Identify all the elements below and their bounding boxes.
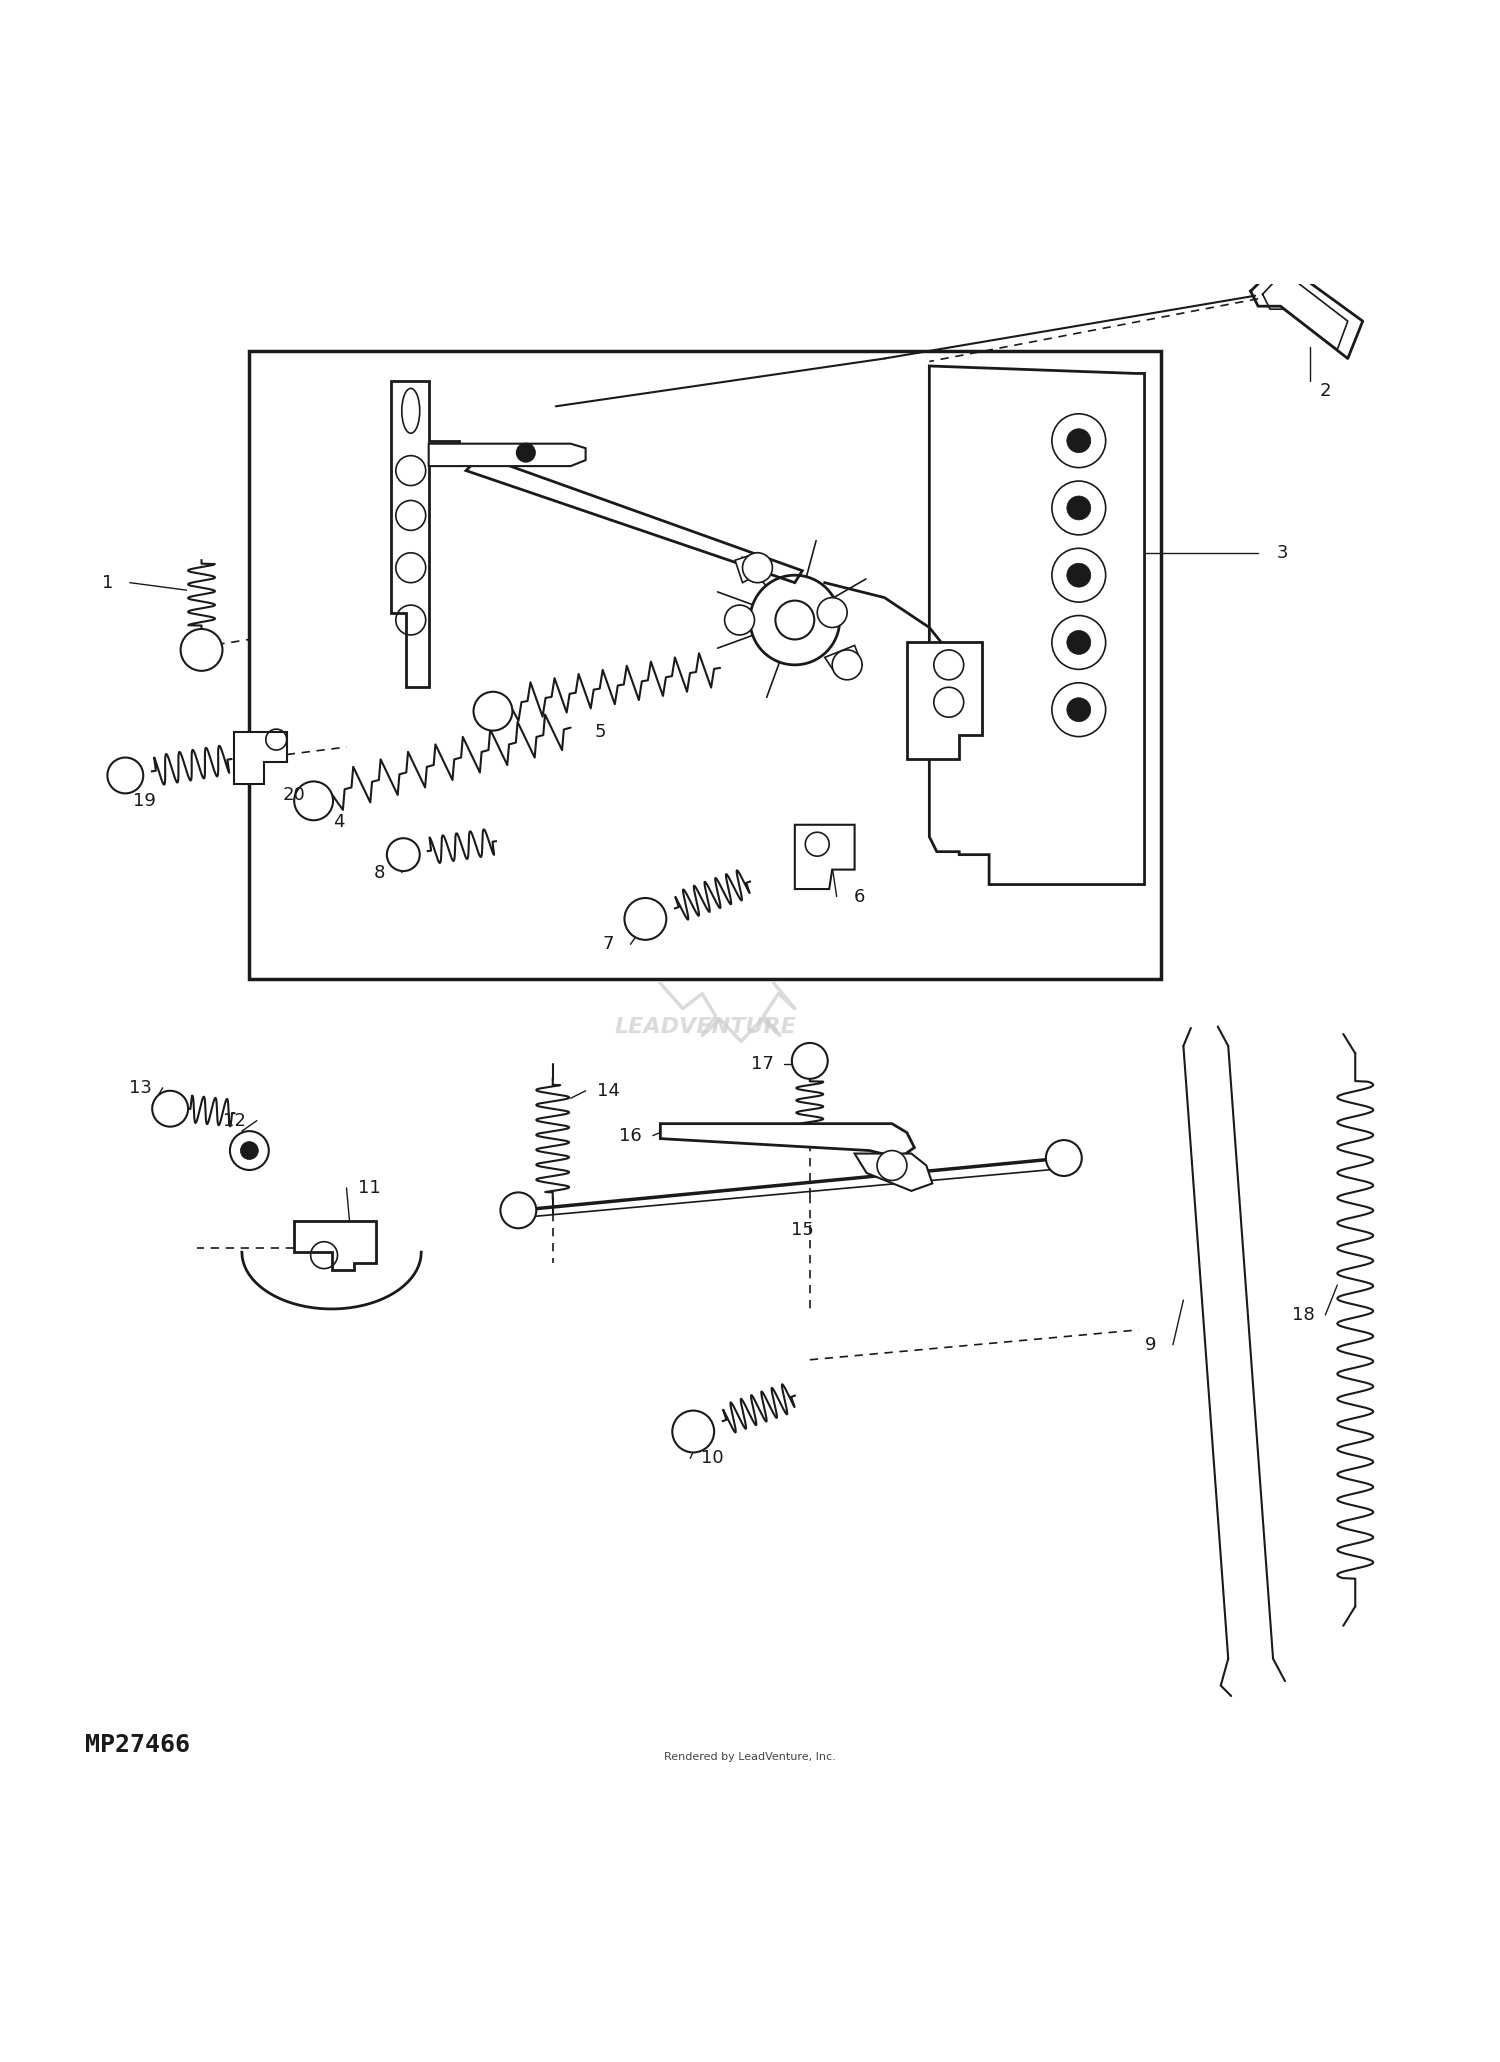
Text: MP27466: MP27466: [86, 1734, 190, 1757]
Circle shape: [108, 757, 144, 794]
Circle shape: [1066, 563, 1090, 588]
Text: 9: 9: [1144, 1336, 1156, 1355]
Polygon shape: [234, 732, 286, 784]
Circle shape: [878, 1151, 908, 1179]
Circle shape: [792, 1043, 828, 1078]
Circle shape: [776, 600, 814, 639]
Circle shape: [672, 1410, 714, 1452]
Polygon shape: [294, 1221, 376, 1270]
Text: 7: 7: [603, 936, 613, 953]
Text: 19: 19: [134, 792, 156, 810]
Circle shape: [474, 691, 513, 730]
Polygon shape: [429, 443, 585, 466]
Circle shape: [833, 650, 862, 680]
Text: 12: 12: [224, 1111, 246, 1130]
Circle shape: [624, 897, 666, 940]
Text: 20: 20: [284, 786, 306, 804]
Circle shape: [818, 598, 848, 627]
Polygon shape: [392, 381, 459, 687]
Circle shape: [180, 629, 222, 670]
Polygon shape: [466, 456, 802, 584]
Text: 4: 4: [333, 812, 345, 831]
Text: LEADVENTURE: LEADVENTURE: [614, 1017, 797, 1037]
Circle shape: [724, 604, 754, 635]
Polygon shape: [855, 1153, 933, 1192]
Circle shape: [501, 1192, 537, 1229]
Text: 15: 15: [790, 1221, 813, 1239]
Text: 17: 17: [750, 1056, 774, 1072]
Polygon shape: [795, 825, 855, 889]
Polygon shape: [735, 553, 765, 584]
Circle shape: [1066, 429, 1090, 454]
Circle shape: [152, 1091, 188, 1126]
Polygon shape: [825, 645, 862, 676]
Text: 10: 10: [702, 1450, 724, 1468]
Text: 6: 6: [853, 887, 865, 905]
Text: 18: 18: [1292, 1305, 1314, 1324]
Text: 2: 2: [1320, 381, 1330, 400]
Text: Rendered by LeadVenture, Inc.: Rendered by LeadVenture, Inc.: [664, 1753, 836, 1763]
Circle shape: [742, 553, 772, 584]
Circle shape: [230, 1132, 268, 1169]
Text: 5: 5: [596, 724, 606, 740]
Circle shape: [1066, 631, 1090, 654]
Text: 1: 1: [102, 573, 112, 592]
Text: 11: 11: [357, 1179, 381, 1196]
Text: 13: 13: [129, 1078, 152, 1097]
Circle shape: [1066, 497, 1090, 520]
Polygon shape: [660, 1124, 915, 1159]
Polygon shape: [908, 643, 981, 759]
Circle shape: [294, 781, 333, 821]
Bar: [249, 351, 1161, 979]
Circle shape: [387, 839, 420, 870]
Text: 14: 14: [597, 1083, 619, 1099]
Text: 3: 3: [1276, 544, 1288, 561]
Text: 16: 16: [620, 1126, 642, 1144]
Circle shape: [1046, 1140, 1082, 1175]
Circle shape: [1066, 697, 1090, 722]
Text: 8: 8: [374, 864, 386, 883]
Circle shape: [240, 1142, 258, 1159]
Circle shape: [518, 443, 536, 462]
